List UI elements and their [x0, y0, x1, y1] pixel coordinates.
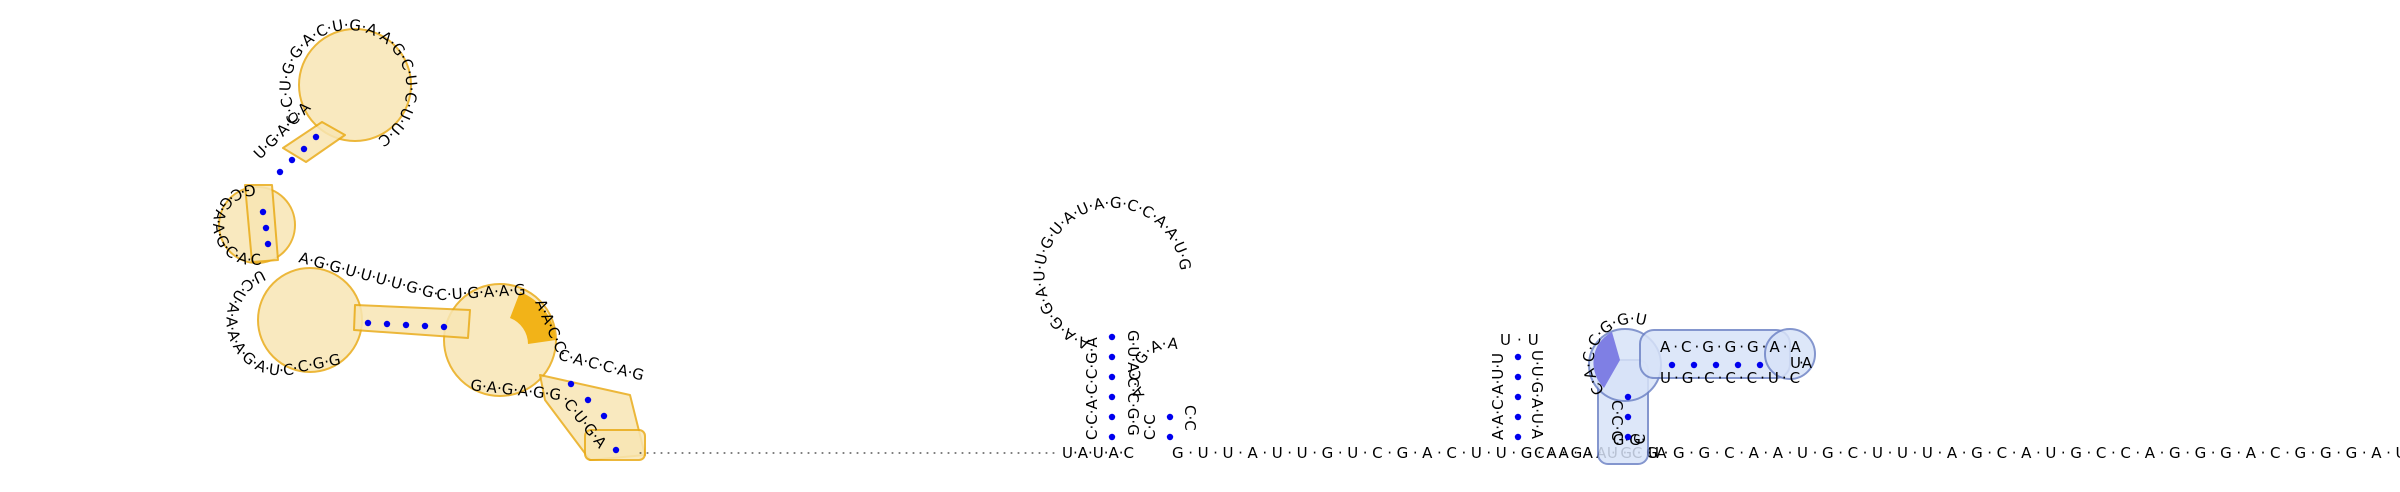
bottom-tail-highlight — [584, 429, 646, 461]
hairpin-3-stem-5p: A·A·C·A·U·U — [1489, 353, 1507, 440]
pseudoknot-pairs — [1624, 361, 1764, 441]
top-stem-highlight — [282, 121, 346, 163]
seq-tail-3p: U·G·G·C·A·A·U·G·C·U·U·U·A·G·C·A·U·G·C·C·… — [1648, 444, 2400, 462]
accent-mark-orange — [510, 292, 556, 344]
hairpin-3-loop: U·U — [1500, 331, 1545, 349]
pseudoknot-domain: C·A·C·C·G·G·U A·C·G·G·G·A·A U·G·C·C·C·U·… — [1579, 310, 1816, 465]
hairpin-2-stem-3p: C·C — [1181, 405, 1199, 431]
hairpin-3-stem-3p: U·U·G·A·U·A — [1528, 350, 1546, 440]
hairpin-2-stem-5p: C·C — [1141, 414, 1159, 440]
accent-mark-blue — [1593, 332, 1620, 388]
seq-left-loop: G·C·G·A·A·G·C·A·C·G·U — [0, 0, 262, 269]
base-pairs-orange — [259, 133, 620, 454]
hairpin-1-pairs — [1108, 333, 1116, 441]
hairpin-1-stem-5p: C·C·A·C·C·G·A — [1083, 336, 1101, 440]
hairpin-3-pairs — [1514, 353, 1522, 441]
hairpin-2-pairs — [1166, 413, 1174, 441]
pk-inner-stem-pair: U·G·C·C·C·U·C — [1660, 369, 1803, 387]
top-loop-highlight — [298, 28, 412, 142]
inner-loop-highlight — [1764, 328, 1816, 380]
seq-mid: G·U·U·A·U·U·G·U·C·G·A·C·U·U·G·A·G·A·G·G — [1172, 444, 1662, 462]
multi-branch-domain: C·C·U·G·G·A·C·U·G·A·A·G·C·U·C·U·U·C U·G·… — [0, 0, 646, 461]
seq-linker: U·A·U·A·C — [1062, 444, 1134, 462]
hairpin-1: A·A·G·G·A·U·U·G·U·A·U·A·G·C·C·A·A·U·G C·… — [1030, 194, 1194, 441]
pk-inner-stem: A·C·G·G·G·A·A — [1660, 338, 1804, 356]
pk-tail: U·A — [1790, 354, 1813, 372]
hairpin-1-stem-3p: G·U·A·C·C·G·G — [1124, 330, 1142, 436]
upper-right-stem-highlight — [353, 304, 471, 339]
seq-top-stem: U·G·A·C·A·A·G·U·U·C·U — [0, 0, 315, 163]
hairpin-1-loop: A·A·G·G·A·U·U·G·U·A·U·A·G·C·C·A·A·U·G — [1030, 194, 1194, 353]
hairpin-3: U·U A·A·C·A·U·U U·U·G·A·U·A — [1489, 331, 1546, 441]
